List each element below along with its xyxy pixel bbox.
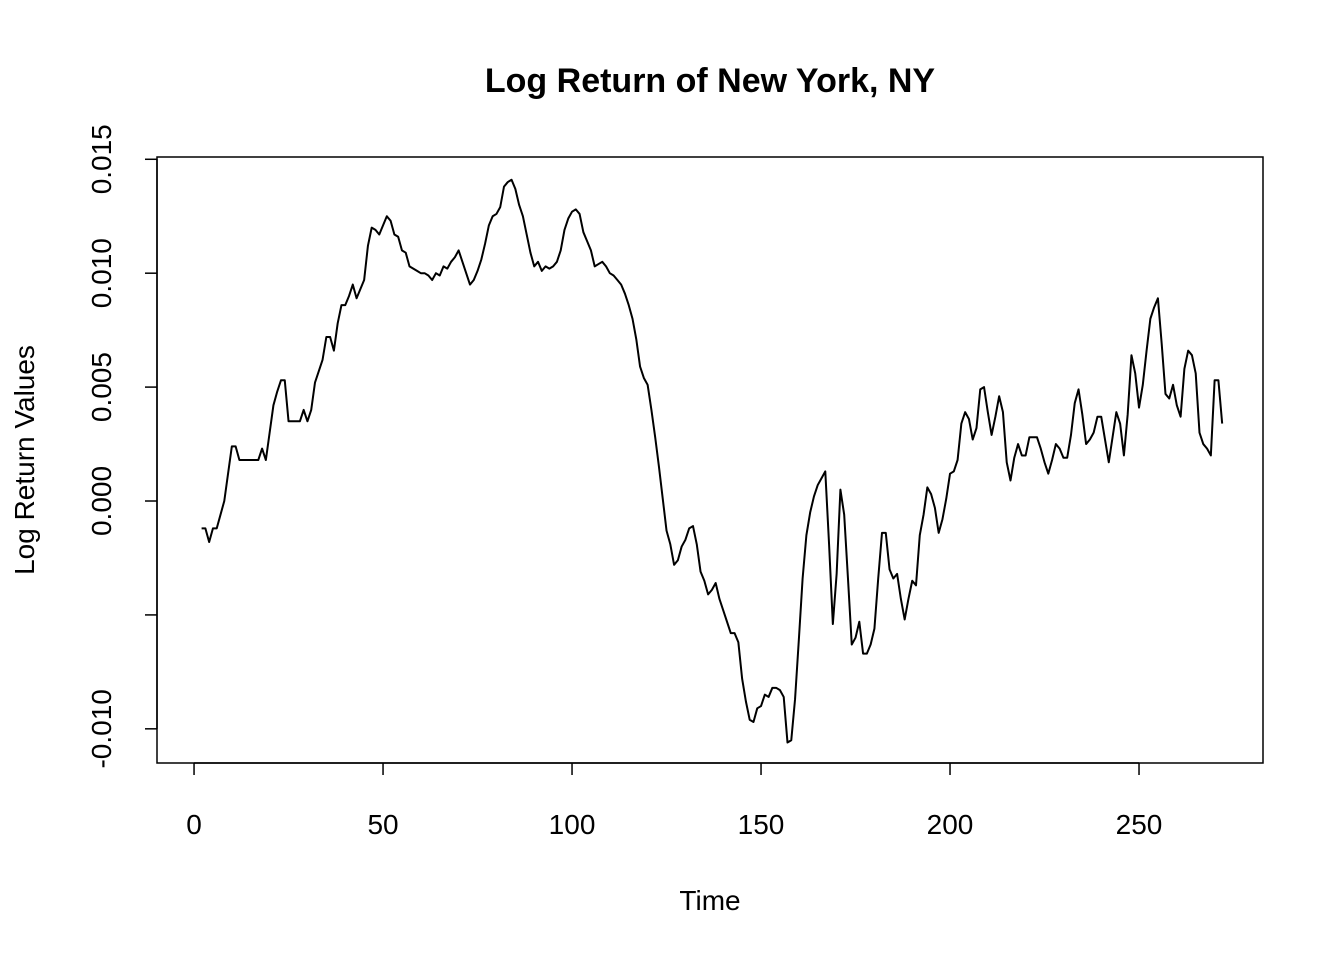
y-tick-label: -0.010 bbox=[86, 689, 117, 768]
y-tick-label: 0.005 bbox=[86, 352, 117, 422]
x-axis-label: Time bbox=[679, 885, 740, 916]
y-axis-label: Log Return Values bbox=[9, 345, 40, 575]
chart-title: Log Return of New York, NY bbox=[485, 62, 936, 100]
x-tick-label: 150 bbox=[738, 809, 785, 840]
y-tick-label: 0.000 bbox=[86, 466, 117, 536]
y-tick-label: 0.015 bbox=[86, 124, 117, 194]
x-tick-label: 50 bbox=[367, 809, 398, 840]
x-tick-label: 100 bbox=[549, 809, 596, 840]
y-tick-label: 0.010 bbox=[86, 238, 117, 308]
x-tick-label: 250 bbox=[1116, 809, 1163, 840]
x-tick-label: 200 bbox=[927, 809, 974, 840]
data-line bbox=[201, 178, 1224, 744]
x-tick-label: 0 bbox=[186, 809, 202, 840]
